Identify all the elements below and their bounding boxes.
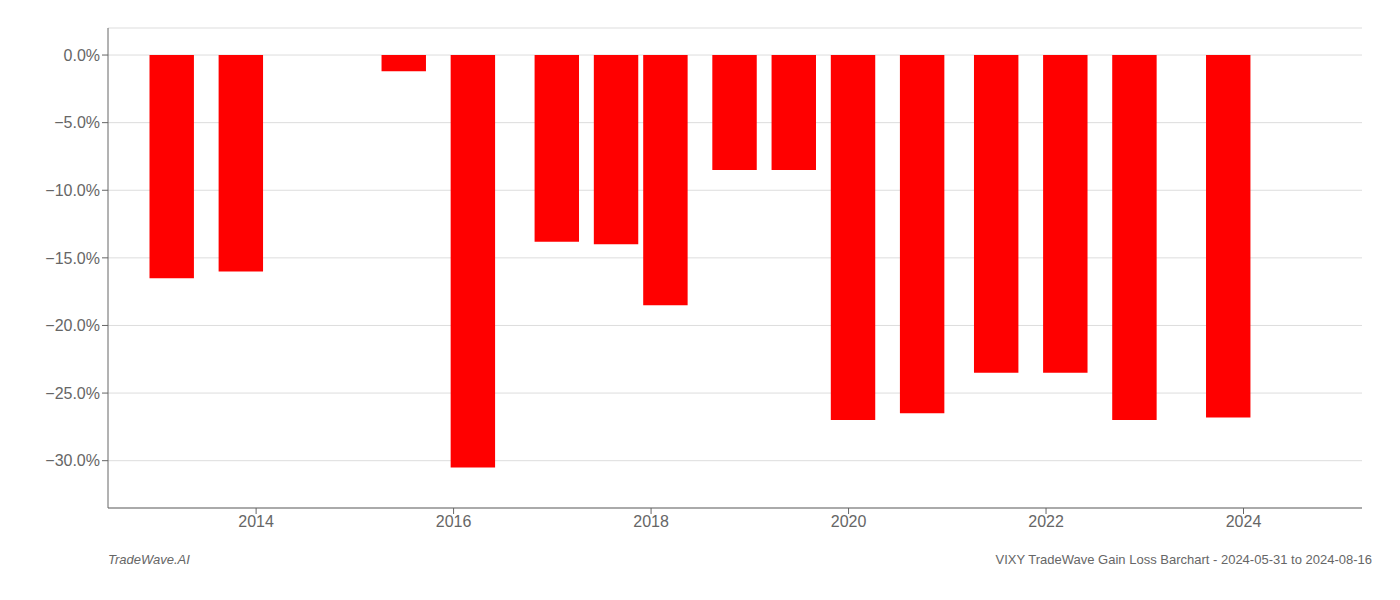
svg-text:2024: 2024 [1226,513,1262,530]
svg-text:2014: 2014 [238,513,274,530]
svg-text:2022: 2022 [1028,513,1064,530]
svg-text:−25.0%: −25.0% [45,385,100,402]
svg-text:2020: 2020 [831,513,867,530]
svg-text:−5.0%: −5.0% [54,114,100,131]
svg-text:−30.0%: −30.0% [45,452,100,469]
svg-text:−20.0%: −20.0% [45,317,100,334]
svg-text:−10.0%: −10.0% [45,182,100,199]
svg-text:−15.0%: −15.0% [45,250,100,267]
svg-text:2018: 2018 [633,513,669,530]
html-text:VIXY TradeWave Gain Loss Barch: VIXY TradeWave Gain Loss Barchart - 2024… [995,552,1372,567]
svg-text:2016: 2016 [436,513,472,530]
svg-text:0.0%: 0.0% [64,47,100,64]
html-text:TradeWave.AI: TradeWave.AI [108,552,190,567]
